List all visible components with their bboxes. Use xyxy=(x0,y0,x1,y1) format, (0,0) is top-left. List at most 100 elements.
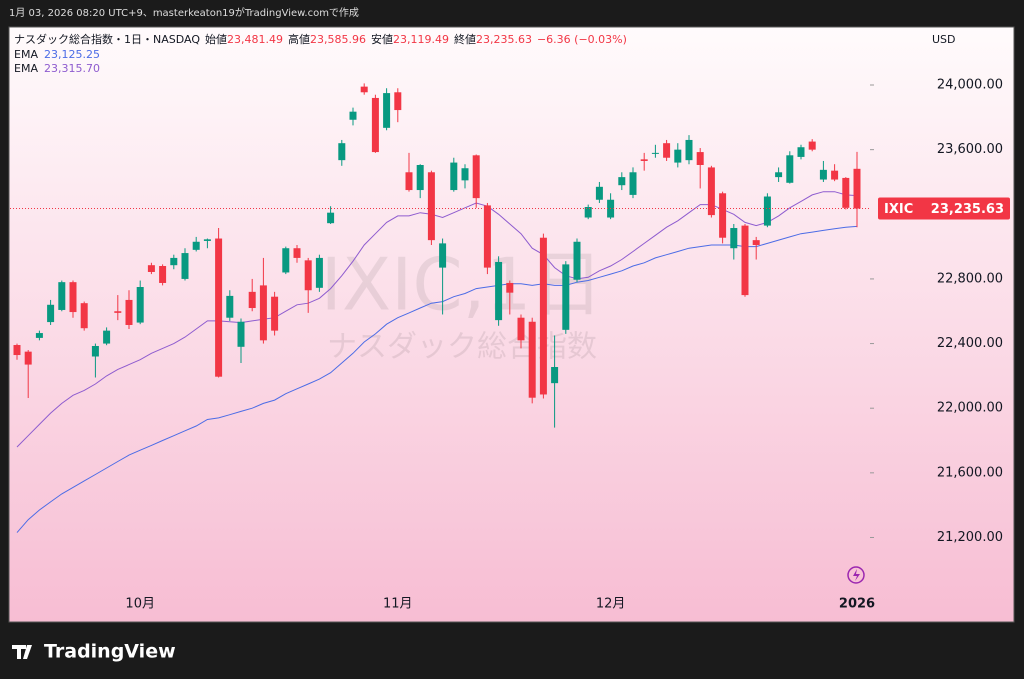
y-tick-label: 22,800.00 xyxy=(937,271,1003,286)
candle-body xyxy=(528,321,536,398)
y-tick-label: 22,000.00 xyxy=(937,401,1003,416)
symbol-label: IXIC xyxy=(884,202,913,217)
ema-line xyxy=(16,191,858,448)
candle-body xyxy=(215,238,223,377)
candle-body xyxy=(517,317,525,341)
candle-body xyxy=(394,92,402,111)
symbol-title: ナスダック総合指数・1日・NASDAQ xyxy=(14,32,200,46)
candle-body xyxy=(797,147,805,157)
candle-body xyxy=(685,139,693,161)
candle-body xyxy=(786,155,794,183)
y-tick-label: 21,600.00 xyxy=(937,465,1003,480)
candle-body xyxy=(808,141,816,150)
candle-body xyxy=(819,169,827,180)
candle-body xyxy=(47,304,55,323)
legend-name: EMA xyxy=(14,62,38,75)
candle-body xyxy=(147,265,155,272)
candle-body xyxy=(136,287,144,323)
y-tick-label: 24,000.00 xyxy=(937,78,1003,93)
candle-body xyxy=(181,253,189,279)
y-tick-label: 23,600.00 xyxy=(937,142,1003,157)
ohlc-value: 23,119.49 xyxy=(393,33,449,46)
legend-entry: EMA 23,125.25 xyxy=(14,48,100,61)
candle-body xyxy=(125,299,133,325)
candle-body xyxy=(461,168,469,181)
currency: USD xyxy=(932,33,956,46)
last-price-box xyxy=(878,197,1010,220)
legend-entry: EMA 23,315.70 xyxy=(14,62,100,75)
candle-body xyxy=(763,196,771,226)
candle-body xyxy=(80,303,88,329)
candle-body xyxy=(696,152,704,166)
candle-body xyxy=(595,186,603,200)
candle-body xyxy=(69,282,77,313)
candle-body xyxy=(237,321,245,347)
candle-body xyxy=(371,97,379,153)
candle-body xyxy=(315,257,323,288)
ohlc-name: 安値 xyxy=(371,32,393,46)
candle-body xyxy=(618,177,626,186)
candle-body xyxy=(24,351,32,365)
candle-body xyxy=(551,366,559,384)
candle-body xyxy=(203,239,211,241)
candle-body xyxy=(506,282,514,293)
ohlc-name: 始値 xyxy=(205,32,227,46)
candle-body xyxy=(226,295,234,318)
candle-body xyxy=(282,248,290,273)
candle-body xyxy=(427,172,435,241)
candle-body xyxy=(271,296,279,331)
event-icon xyxy=(853,569,860,581)
candle-body xyxy=(383,93,391,128)
watermark: ナスダック総合指数 xyxy=(327,330,597,365)
candle-body xyxy=(584,207,592,218)
candle-body xyxy=(91,345,99,357)
candle-body xyxy=(439,243,447,268)
candle-body xyxy=(719,193,727,238)
candle-body xyxy=(730,228,738,249)
last-price-label: 23,235.63 xyxy=(931,202,1004,217)
ema-line xyxy=(16,225,858,533)
x-tick-label: 12月 xyxy=(596,597,626,612)
candle-body xyxy=(831,170,839,180)
candle-body xyxy=(472,155,480,199)
candle-body xyxy=(360,86,368,93)
watermark: IXIC,1日 xyxy=(321,243,604,327)
legend-value: 23,125.25 xyxy=(44,48,100,61)
candle-body xyxy=(573,241,581,280)
candle-body xyxy=(775,172,783,178)
candle-body xyxy=(248,291,256,309)
candle-body xyxy=(192,241,200,250)
candle-body xyxy=(752,240,760,245)
y-tick-label: 22,400.00 xyxy=(937,336,1003,351)
candle-body xyxy=(13,345,21,356)
candle-body xyxy=(35,333,43,338)
ohlc-name: 高値 xyxy=(288,32,310,46)
candle-body xyxy=(483,205,491,268)
candle-body xyxy=(338,143,346,161)
candle-body xyxy=(741,225,749,296)
candle-body xyxy=(629,172,637,195)
chart-panel xyxy=(8,26,1015,623)
candle-body xyxy=(640,159,648,161)
change: −6.36 (−0.03%) xyxy=(537,33,627,46)
candle-body xyxy=(58,282,66,310)
x-tick-label: 2026 xyxy=(839,597,875,612)
candle-body xyxy=(495,261,503,321)
candle-body xyxy=(450,162,458,191)
legend-value: 23,315.70 xyxy=(44,62,100,75)
candle-body xyxy=(539,237,547,395)
created-note: 1月 03, 2026 08:20 UTC+9、masterkeaton19がT… xyxy=(9,6,359,19)
ohlc-value: 23,585.96 xyxy=(310,33,366,46)
candle-body xyxy=(416,165,424,191)
candle-body xyxy=(293,248,301,258)
event-icon[interactable] xyxy=(847,566,865,584)
x-tick-label: 10月 xyxy=(125,597,155,612)
ohlc-value: 23,235.63 xyxy=(476,33,532,46)
candle-body xyxy=(170,257,178,266)
ohlc-value: 23,481.49 xyxy=(227,33,283,46)
candle-body xyxy=(663,143,671,158)
candle-body xyxy=(651,152,659,154)
brand-logo xyxy=(12,645,32,659)
